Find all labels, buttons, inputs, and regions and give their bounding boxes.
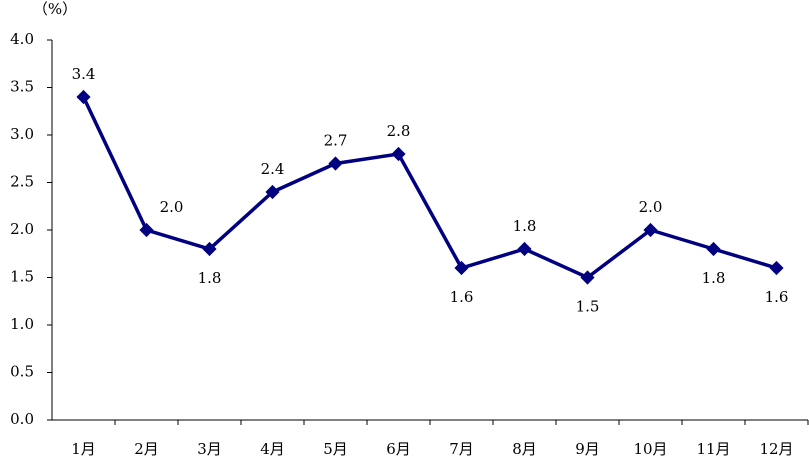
data-label: 1.8 [702, 269, 726, 287]
y-tick-label: 2.0 [10, 220, 34, 238]
x-tick-label: 10月 [633, 440, 667, 458]
unit-label: （%） [33, 0, 77, 18]
marker [76, 89, 91, 105]
marker [328, 156, 343, 171]
x-tick-label: 12月 [759, 440, 793, 458]
x-tick-label: 1月 [71, 440, 96, 458]
marker [769, 260, 784, 276]
x-tick-label: 4月 [260, 440, 285, 458]
data-label: 1.8 [513, 217, 537, 235]
y-tick-label: 3.5 [10, 78, 34, 96]
data-label: 1.5 [576, 298, 600, 316]
line [81, 96, 778, 280]
x-tick-label: 2月 [134, 440, 159, 458]
x-tick-label: 9月 [575, 440, 600, 458]
marker [391, 146, 406, 162]
data-label: 3.4 [72, 65, 96, 83]
y-tick-label: 2.5 [10, 173, 34, 191]
y-tick-label: 1.5 [10, 268, 34, 286]
y-tick-label: 4.0 [10, 30, 34, 48]
marker [706, 241, 721, 257]
x-tick-label: 6月 [386, 440, 411, 458]
x-tick-label: 5月 [323, 440, 348, 458]
y-tick-label: 3.0 [10, 125, 34, 143]
y-tick-label: 0.0 [10, 410, 34, 428]
marker [517, 241, 532, 257]
marker [643, 222, 658, 238]
data-label: 2.0 [639, 198, 663, 216]
marker [580, 270, 595, 285]
x-tick-label: 7月 [449, 440, 474, 458]
x-tick-label: 11月 [696, 440, 730, 458]
y-tick-label: 1.0 [10, 315, 34, 333]
marker [265, 184, 280, 200]
marker [454, 260, 469, 276]
data-label: 2.4 [261, 160, 285, 178]
marker [139, 222, 154, 238]
y-tick-label: 0.5 [10, 363, 34, 381]
data-label: 2.0 [160, 198, 184, 216]
data-label: 1.6 [450, 288, 474, 306]
data-label: 2.8 [387, 122, 411, 140]
data-label: 1.6 [765, 288, 789, 306]
x-tick-label: 8月 [512, 440, 537, 458]
data-label: 2.7 [324, 132, 348, 150]
marker [202, 241, 217, 257]
x-tick-label: 3月 [197, 440, 222, 458]
data-label: 1.8 [198, 269, 222, 287]
